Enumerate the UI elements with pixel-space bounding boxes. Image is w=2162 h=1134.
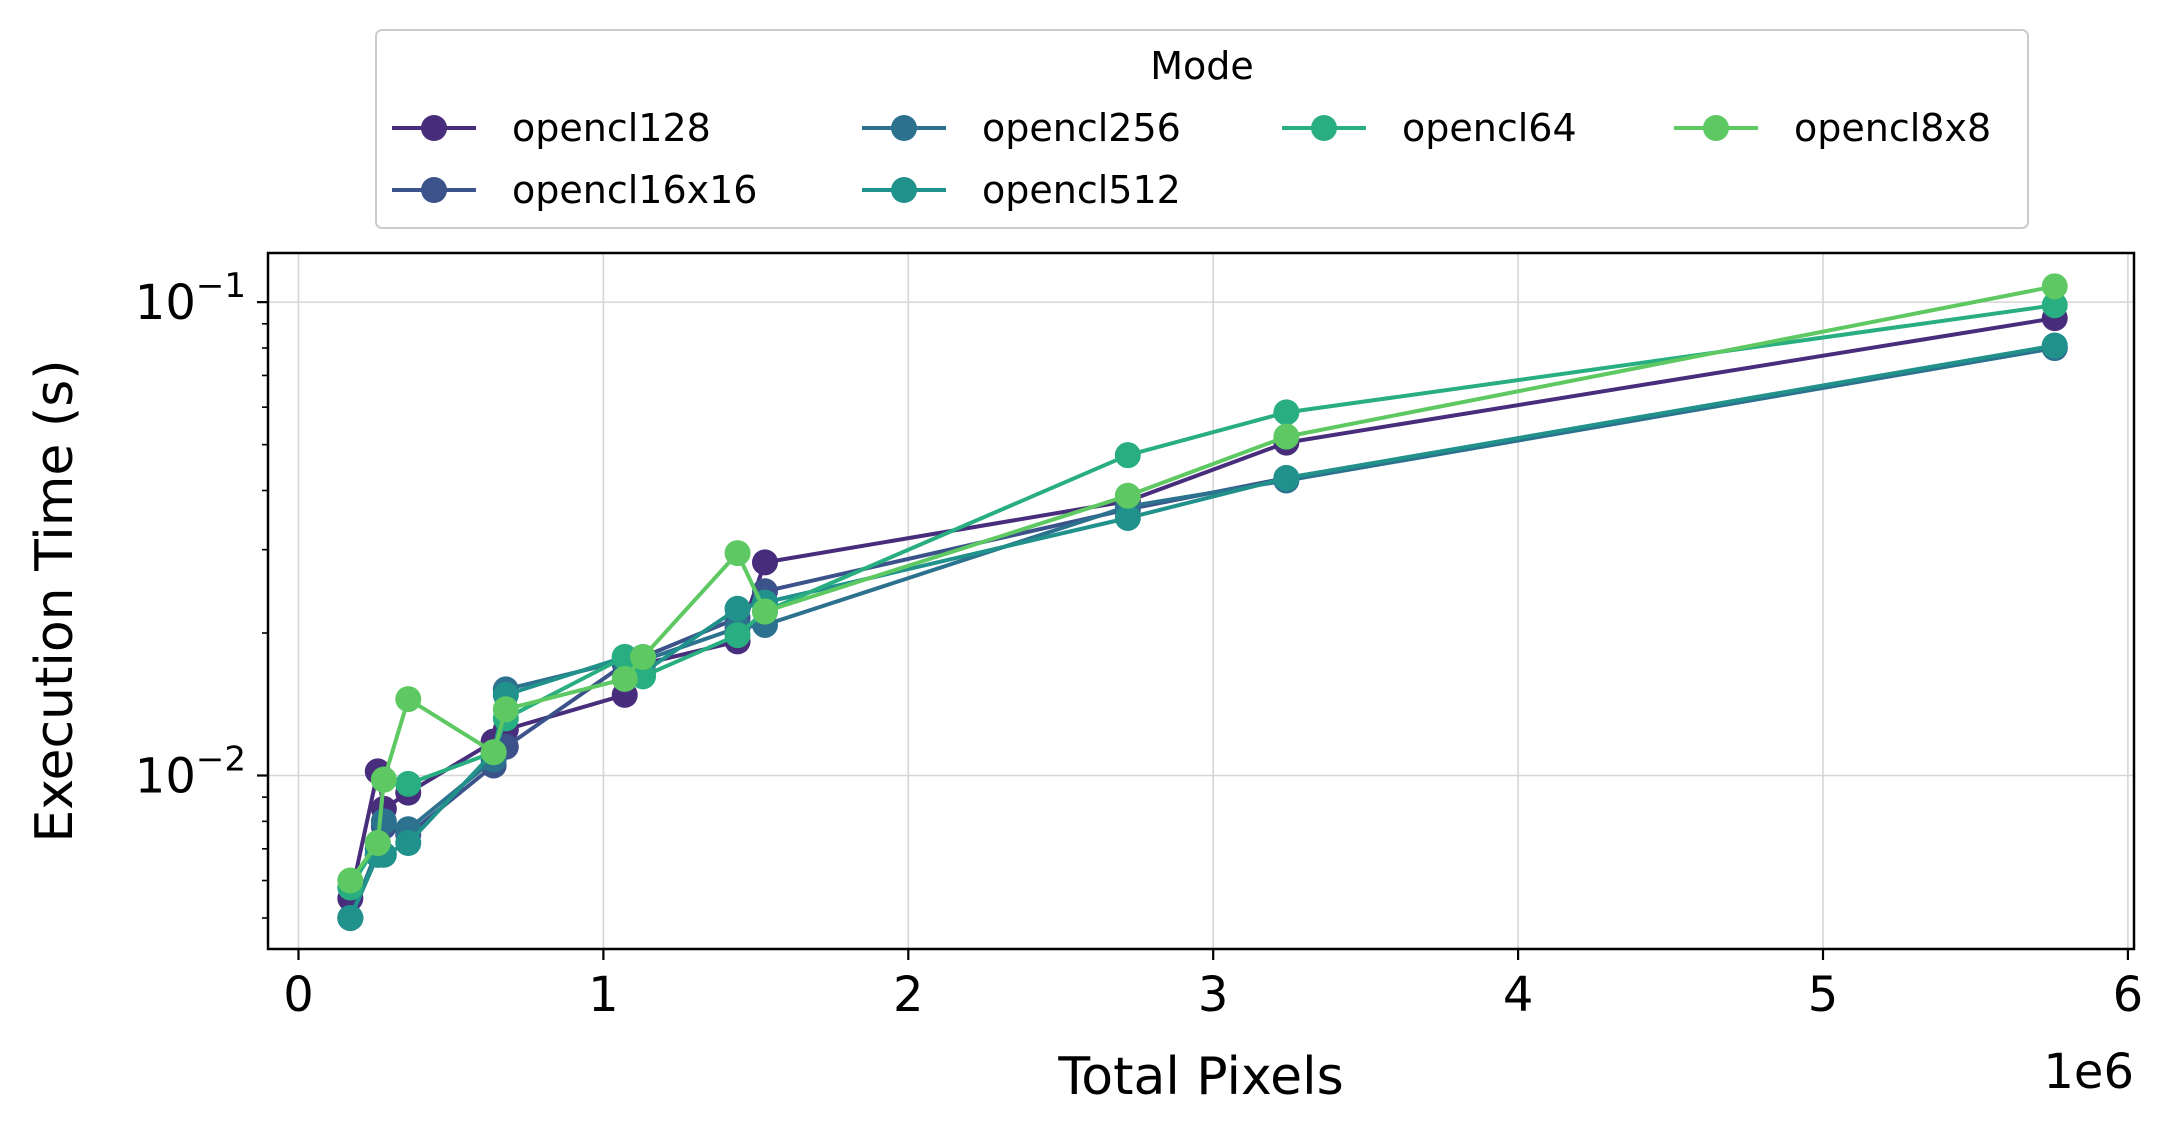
series-opencl256 xyxy=(337,335,2068,931)
data-point xyxy=(611,643,638,670)
data-point xyxy=(480,739,507,766)
series-line xyxy=(348,284,2056,882)
data-point xyxy=(611,665,638,692)
data-point xyxy=(724,595,751,622)
data-point xyxy=(370,766,397,793)
x-tick-label: 3 xyxy=(1198,967,1229,1023)
legend-item-opencl256: opencl256 xyxy=(862,106,1181,150)
data-point xyxy=(2041,273,2068,300)
data-point xyxy=(337,904,364,931)
y-axis-title: Execution Time (s) xyxy=(25,359,85,842)
y-ticks: 10−2 10−1 xyxy=(135,266,268,919)
legend-item-opencl64: opencl64 xyxy=(1282,106,1577,150)
x-tick-label: 0 xyxy=(283,967,314,1023)
x-axis-title: Total Pixels xyxy=(1057,1047,1343,1107)
data-point xyxy=(724,540,751,567)
legend-box xyxy=(375,29,2029,229)
data-point xyxy=(1273,423,1300,450)
data-point xyxy=(2041,292,2068,319)
legend-marker xyxy=(1311,115,1337,141)
data-point xyxy=(1114,442,1141,469)
x-tick-label: 6 xyxy=(2113,967,2144,1023)
data-point xyxy=(1114,504,1141,531)
legend-marker xyxy=(891,115,917,141)
data-point xyxy=(364,830,391,857)
y-tick-label: 10−1 xyxy=(135,266,246,331)
data-point xyxy=(630,643,657,670)
data-point xyxy=(395,830,422,857)
data-point xyxy=(1273,465,1300,492)
data-point xyxy=(395,770,422,797)
data-point xyxy=(2041,332,2068,359)
x-tick-label: 2 xyxy=(893,967,924,1023)
legend-items: opencl128 opencl16x16 opencl256 opencl512 op… xyxy=(392,106,1991,212)
data-point xyxy=(751,598,778,625)
data-point xyxy=(751,549,778,576)
series-line xyxy=(348,343,2056,919)
series-opencl16x16 xyxy=(337,335,2068,931)
legend-label: opencl256 xyxy=(982,106,1181,150)
data-point xyxy=(724,622,751,649)
x-tick-label: 4 xyxy=(1503,967,1534,1023)
legend-label: opencl128 xyxy=(512,106,711,150)
legend-item-opencl512: opencl512 xyxy=(862,168,1181,212)
legend-marker xyxy=(1703,115,1729,141)
y-tick-label: 10−2 xyxy=(135,739,246,804)
series-line xyxy=(348,316,2056,899)
legend-item-opencl8x8: opencl8x8 xyxy=(1674,106,1991,150)
data-point xyxy=(395,686,422,713)
series-opencl512 xyxy=(337,332,2068,931)
legend-item-opencl128: opencl128 xyxy=(392,106,711,150)
plot-frame xyxy=(266,251,2136,951)
legend-label: opencl512 xyxy=(982,168,1181,212)
x-tick-label: 5 xyxy=(1808,967,1839,1023)
series-opencl64 xyxy=(337,292,2068,901)
legend-label: opencl16x16 xyxy=(512,168,757,212)
grid xyxy=(268,253,2134,949)
legend-label: opencl8x8 xyxy=(1794,106,1991,150)
data-point xyxy=(337,867,364,894)
data-point xyxy=(1114,482,1141,509)
legend-marker xyxy=(421,115,447,141)
legend: Mode opencl128opencl16x16opencl256opencl… xyxy=(375,29,2029,229)
x-offset-label: 1e6 xyxy=(2043,1044,2134,1100)
legend-marker xyxy=(891,177,917,203)
legend-label: opencl64 xyxy=(1402,106,1577,150)
series-layer xyxy=(337,273,2068,931)
x-tick-label: 1 xyxy=(588,967,619,1023)
data-point xyxy=(492,696,519,723)
legend-title: Mode xyxy=(1150,44,1254,88)
x-ticks: 0 1 2 3 4 5 6 xyxy=(283,949,2143,1023)
data-point xyxy=(1273,399,1300,426)
series-opencl8x8 xyxy=(337,273,2068,894)
series-opencl128 xyxy=(337,305,2068,912)
legend-marker xyxy=(421,177,447,203)
legend-item-opencl16x16: opencl16x16 xyxy=(392,168,757,212)
